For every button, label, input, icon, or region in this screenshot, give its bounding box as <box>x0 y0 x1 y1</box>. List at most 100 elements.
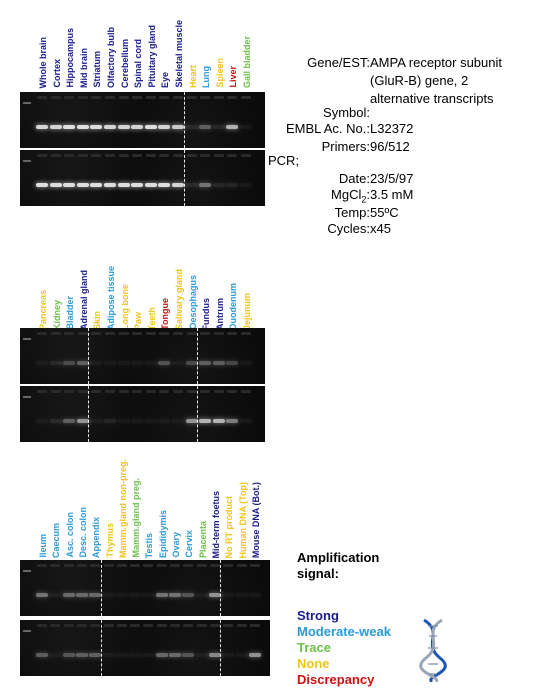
gel-band <box>195 593 208 597</box>
gel-band <box>49 593 62 597</box>
gel-well <box>37 390 47 393</box>
lane-label: Teeth <box>146 306 157 330</box>
gel-well <box>200 390 211 393</box>
gel-band <box>75 593 88 597</box>
lane-label: Whole brain <box>38 36 48 89</box>
gel-well <box>249 564 260 567</box>
lane-label: Bladder <box>65 296 76 330</box>
lane-label: Epididymis <box>157 509 168 558</box>
panel-2: Pancreas Kidney Bladder Adrenal gland Skin Ad… <box>0 240 540 442</box>
lane-divider <box>100 560 102 616</box>
info-value: x45 <box>370 221 391 236</box>
gel-band <box>199 419 212 423</box>
gel-band <box>199 183 212 187</box>
gel-band <box>208 653 221 657</box>
gel-band <box>117 125 130 129</box>
lane-label: Gall bladder <box>242 35 252 88</box>
legend: Amplification signal: Strong Moderate-we… <box>297 550 467 688</box>
gel-well <box>118 332 129 335</box>
gel-band <box>117 361 130 365</box>
gel-band <box>185 419 198 423</box>
gel-band <box>212 419 225 423</box>
gel-well <box>76 624 87 627</box>
gel-band <box>104 183 116 187</box>
lane-label: Liver <box>228 66 239 88</box>
gel-well <box>227 96 238 99</box>
gel-well <box>196 624 207 627</box>
gel-band <box>49 183 62 187</box>
gel-band <box>115 653 128 657</box>
gel-well <box>200 154 211 157</box>
legend-title: Amplification signal: <box>297 550 467 582</box>
lane-label: Olfactory bulb <box>106 26 116 88</box>
gel-band <box>117 183 130 187</box>
gel-well <box>50 96 61 99</box>
gel-band <box>63 183 76 187</box>
lane-label: Lung <box>201 66 212 88</box>
lane-label: Duodenum <box>228 283 239 330</box>
gel-well <box>241 154 251 157</box>
gel-band <box>144 125 157 129</box>
gel-well <box>196 564 207 567</box>
gel-band <box>90 361 103 365</box>
gel-band <box>142 593 155 597</box>
info-value: 23/5/97 <box>370 171 414 186</box>
gel-well <box>37 154 47 157</box>
gel-band <box>131 183 144 187</box>
lane-label: Kidney <box>51 299 62 330</box>
gel-well <box>183 624 194 627</box>
gel-well <box>200 332 211 335</box>
gel-band <box>240 419 252 423</box>
gel-band <box>90 419 103 423</box>
gel-well <box>63 624 74 627</box>
gel-image-3-bottom <box>20 620 270 676</box>
gel-band <box>240 125 252 129</box>
gel-well <box>77 332 88 335</box>
gel-well <box>173 390 183 393</box>
gel-band <box>212 183 225 187</box>
gel-band <box>144 361 157 365</box>
gel-well <box>37 564 47 567</box>
gel-band <box>182 593 195 597</box>
gel-well <box>91 332 102 335</box>
gel-image-1-top <box>20 92 265 148</box>
gel-band <box>131 361 144 365</box>
lane-labels-1: Whole brain Cortex Hippocampus Mid brain Str… <box>38 10 268 88</box>
gel-band <box>158 419 171 423</box>
lane-label: Cortex <box>51 59 62 88</box>
gel-band <box>212 125 225 129</box>
info-key: PCR; <box>268 153 300 168</box>
info-value: (GluR-B) gene, 2 <box>370 73 469 88</box>
gel-well <box>200 96 211 99</box>
gel-well <box>37 96 47 99</box>
gel-well <box>213 390 224 393</box>
gel-band <box>49 361 62 365</box>
gel-band <box>76 419 89 423</box>
lane-label: Cervix <box>184 530 195 558</box>
lane-label: Placenta <box>197 520 208 558</box>
gel-well <box>145 96 156 99</box>
gel-band <box>131 419 144 423</box>
lane-label: Mamm.gland non-preg. <box>117 459 128 558</box>
lane-divider <box>88 328 90 384</box>
gel-band <box>76 125 89 129</box>
gel-well <box>159 332 170 335</box>
gel-band <box>185 361 198 365</box>
gel-band <box>36 125 48 129</box>
gel-well <box>132 96 143 99</box>
gel-well <box>90 564 101 567</box>
lane-label: Tongue <box>160 298 171 330</box>
lane-divider <box>197 386 199 442</box>
gel-band <box>172 125 184 129</box>
gel-band <box>129 593 142 597</box>
gel-band <box>212 361 225 365</box>
gel-well <box>118 96 129 99</box>
legend-strong: Strong <box>297 608 339 623</box>
gel-well <box>63 564 74 567</box>
info-value: 55ºC <box>370 205 399 220</box>
gel-band <box>36 361 48 365</box>
info-value: 3.5 mM <box>370 187 414 202</box>
info-key: Cycles: <box>327 221 370 236</box>
gel-well <box>145 332 156 335</box>
info-value: alternative transcripts <box>370 91 494 106</box>
